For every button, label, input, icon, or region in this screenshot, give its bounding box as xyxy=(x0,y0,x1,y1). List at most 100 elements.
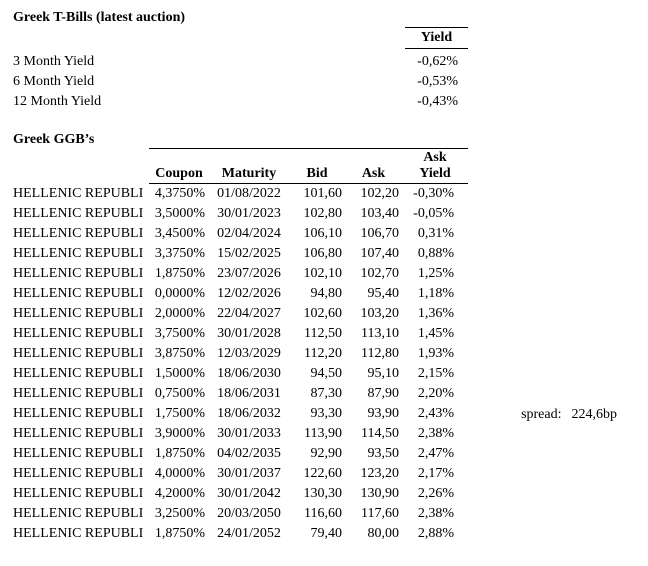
ggb-header-coupon: Coupon xyxy=(149,148,209,184)
bond-coupon: 3,4500% xyxy=(154,226,205,241)
bond-ask: 107,40 xyxy=(360,246,400,261)
bond-name: HELLENIC REPUBLI xyxy=(13,386,144,401)
bond-name: HELLENIC REPUBLI xyxy=(13,426,144,441)
bond-ask-yield: 1,93% xyxy=(417,346,454,361)
bond-maturity: 18/06/2030 xyxy=(217,366,281,381)
bond-ask: 80,00 xyxy=(367,526,400,541)
bond-ask-yield: -0,30% xyxy=(413,186,454,201)
bond-ask-yield: 2,38% xyxy=(417,506,454,521)
ggb-bond-row: HELLENIC REPUBLI 3,8750% 12/03/2029 112,… xyxy=(13,344,468,364)
bond-bid: 92,90 xyxy=(310,446,343,461)
bond-coupon: 0,0000% xyxy=(154,286,205,301)
bond-maturity: 30/01/2023 xyxy=(217,206,281,221)
ggb-table-body: HELLENIC REPUBLI 4,3750% 01/08/2022 101,… xyxy=(13,184,468,545)
bond-maturity: 18/06/2031 xyxy=(217,386,281,401)
bond-ask-yield: 2,20% xyxy=(417,386,454,401)
bond-ask: 112,80 xyxy=(361,346,399,361)
bond-coupon: 3,7500% xyxy=(154,326,205,341)
tbill-label: 12 Month Yield xyxy=(13,94,102,109)
bond-ask-yield: 2,43% xyxy=(417,406,454,421)
ggb-bond-row: HELLENIC REPUBLI 3,4500% 02/04/2024 106,… xyxy=(13,224,468,244)
bond-ask: 103,20 xyxy=(360,306,400,321)
bond-name: HELLENIC REPUBLI xyxy=(13,266,144,281)
bond-bid: 102,60 xyxy=(303,306,343,321)
bond-maturity: 12/02/2026 xyxy=(217,286,281,301)
bond-coupon: 3,8750% xyxy=(154,346,205,361)
bond-ask: 102,70 xyxy=(360,266,400,281)
bond-maturity: 30/01/2042 xyxy=(217,486,281,501)
ggb-bond-row: HELLENIC REPUBLI 1,8750% 04/02/2035 92,9… xyxy=(13,444,468,464)
bond-maturity: 20/03/2050 xyxy=(217,506,281,521)
bond-bid: 106,10 xyxy=(303,226,343,241)
ggb-header-maturity: Maturity xyxy=(209,148,289,184)
bond-name: HELLENIC REPUBLI xyxy=(13,486,144,501)
ggb-bond-row: HELLENIC REPUBLI 3,3750% 15/02/2025 106,… xyxy=(13,244,468,264)
ggb-bond-row: HELLENIC REPUBLI 1,7500% 18/06/2032 93,3… xyxy=(13,404,468,424)
tbills-yield-column-header: Yield xyxy=(405,27,468,49)
ask-yield-header-line2: Yield xyxy=(419,166,451,181)
ggb-bond-row: HELLENIC REPUBLI 4,3750% 01/08/2022 101,… xyxy=(13,184,468,205)
bond-coupon: 3,9000% xyxy=(154,426,205,441)
bond-maturity: 15/02/2025 xyxy=(217,246,281,261)
tbill-row-12-month: 12 Month Yield -0,43% xyxy=(13,92,458,112)
ggb-bond-row: HELLENIC REPUBLI 1,8750% 24/01/2052 79,4… xyxy=(13,524,468,544)
ggb-bond-row: HELLENIC REPUBLI 3,5000% 30/01/2023 102,… xyxy=(13,204,468,224)
bond-name: HELLENIC REPUBLI xyxy=(13,346,144,361)
bond-coupon: 3,5000% xyxy=(154,206,205,221)
bond-ask: 130,90 xyxy=(360,486,400,501)
bond-bid: 93,30 xyxy=(310,406,343,421)
ask-yield-header-line1: Ask xyxy=(423,150,447,165)
ggb-bond-row: HELLENIC REPUBLI 1,8750% 23/07/2026 102,… xyxy=(13,264,468,284)
ggb-bond-row: HELLENIC REPUBLI 4,2000% 30/01/2042 130,… xyxy=(13,484,468,504)
bond-ask-yield: 2,15% xyxy=(417,366,454,381)
bond-coupon: 1,8750% xyxy=(154,266,205,281)
ggb-table: Coupon Maturity Bid Ask Ask Yield HELLENI… xyxy=(13,148,468,544)
ggb-header-ask-yield: Ask Yield xyxy=(402,148,468,184)
bond-ask-yield: 1,18% xyxy=(417,286,454,301)
bond-coupon: 4,0000% xyxy=(154,466,205,481)
tbill-yield-value: -0,43% xyxy=(417,94,458,109)
bond-coupon: 1,7500% xyxy=(154,406,205,421)
bond-coupon: 3,3750% xyxy=(154,246,205,261)
tbill-row-6-month: 6 Month Yield -0,53% xyxy=(13,72,458,92)
bond-coupon: 4,2000% xyxy=(154,486,205,501)
bond-name: HELLENIC REPUBLI xyxy=(13,406,144,421)
bond-ask: 93,50 xyxy=(367,446,400,461)
bond-maturity: 24/01/2052 xyxy=(217,526,281,541)
ggb-bond-row: HELLENIC REPUBLI 1,5000% 18/06/2030 94,5… xyxy=(13,364,468,384)
bond-bid: 122,60 xyxy=(303,466,343,481)
bond-ask: 93,90 xyxy=(367,406,400,421)
bond-ask-yield: 2,26% xyxy=(417,486,454,501)
spread-label: spread: xyxy=(521,407,562,422)
bond-coupon: 3,2500% xyxy=(154,506,205,521)
bond-name: HELLENIC REPUBLI xyxy=(13,446,144,461)
ggb-header-bid: Bid xyxy=(289,148,345,184)
bond-ask-yield: 2,47% xyxy=(417,446,454,461)
bond-ask-yield: 1,25% xyxy=(417,266,454,281)
tbill-row-3-month: 3 Month Yield -0,62% xyxy=(13,52,458,72)
bond-coupon: 1,8750% xyxy=(154,526,205,541)
bond-ask-yield: 1,45% xyxy=(417,326,454,341)
bond-bid: 106,80 xyxy=(303,246,343,261)
tbill-yield-value: -0,53% xyxy=(417,74,458,89)
bond-maturity: 01/08/2022 xyxy=(217,186,281,201)
bond-name: HELLENIC REPUBLI xyxy=(13,466,144,481)
bond-ask: 113,10 xyxy=(361,326,399,341)
bond-bid: 116,60 xyxy=(304,506,342,521)
spread-annotation: spread: 224,6bp xyxy=(480,405,617,425)
ggb-bond-row: HELLENIC REPUBLI 4,0000% 30/01/2037 122,… xyxy=(13,464,468,484)
bond-name: HELLENIC REPUBLI xyxy=(13,326,144,341)
bond-ask-yield: 2,88% xyxy=(417,526,454,541)
bond-maturity: 22/04/2027 xyxy=(217,306,281,321)
bond-name: HELLENIC REPUBLI xyxy=(13,306,144,321)
ggb-bond-row: HELLENIC REPUBLI 3,9000% 30/01/2033 113,… xyxy=(13,424,468,444)
bond-maturity: 04/02/2035 xyxy=(217,446,281,461)
bond-ask: 114,50 xyxy=(361,426,399,441)
ggb-section-title: Greek GGB’s xyxy=(13,132,95,147)
bond-bid: 102,10 xyxy=(303,266,343,281)
bond-bid: 101,60 xyxy=(303,186,343,201)
bond-maturity: 12/03/2029 xyxy=(217,346,281,361)
bond-ask-yield: 2,38% xyxy=(417,426,454,441)
tbill-label: 3 Month Yield xyxy=(13,54,95,69)
